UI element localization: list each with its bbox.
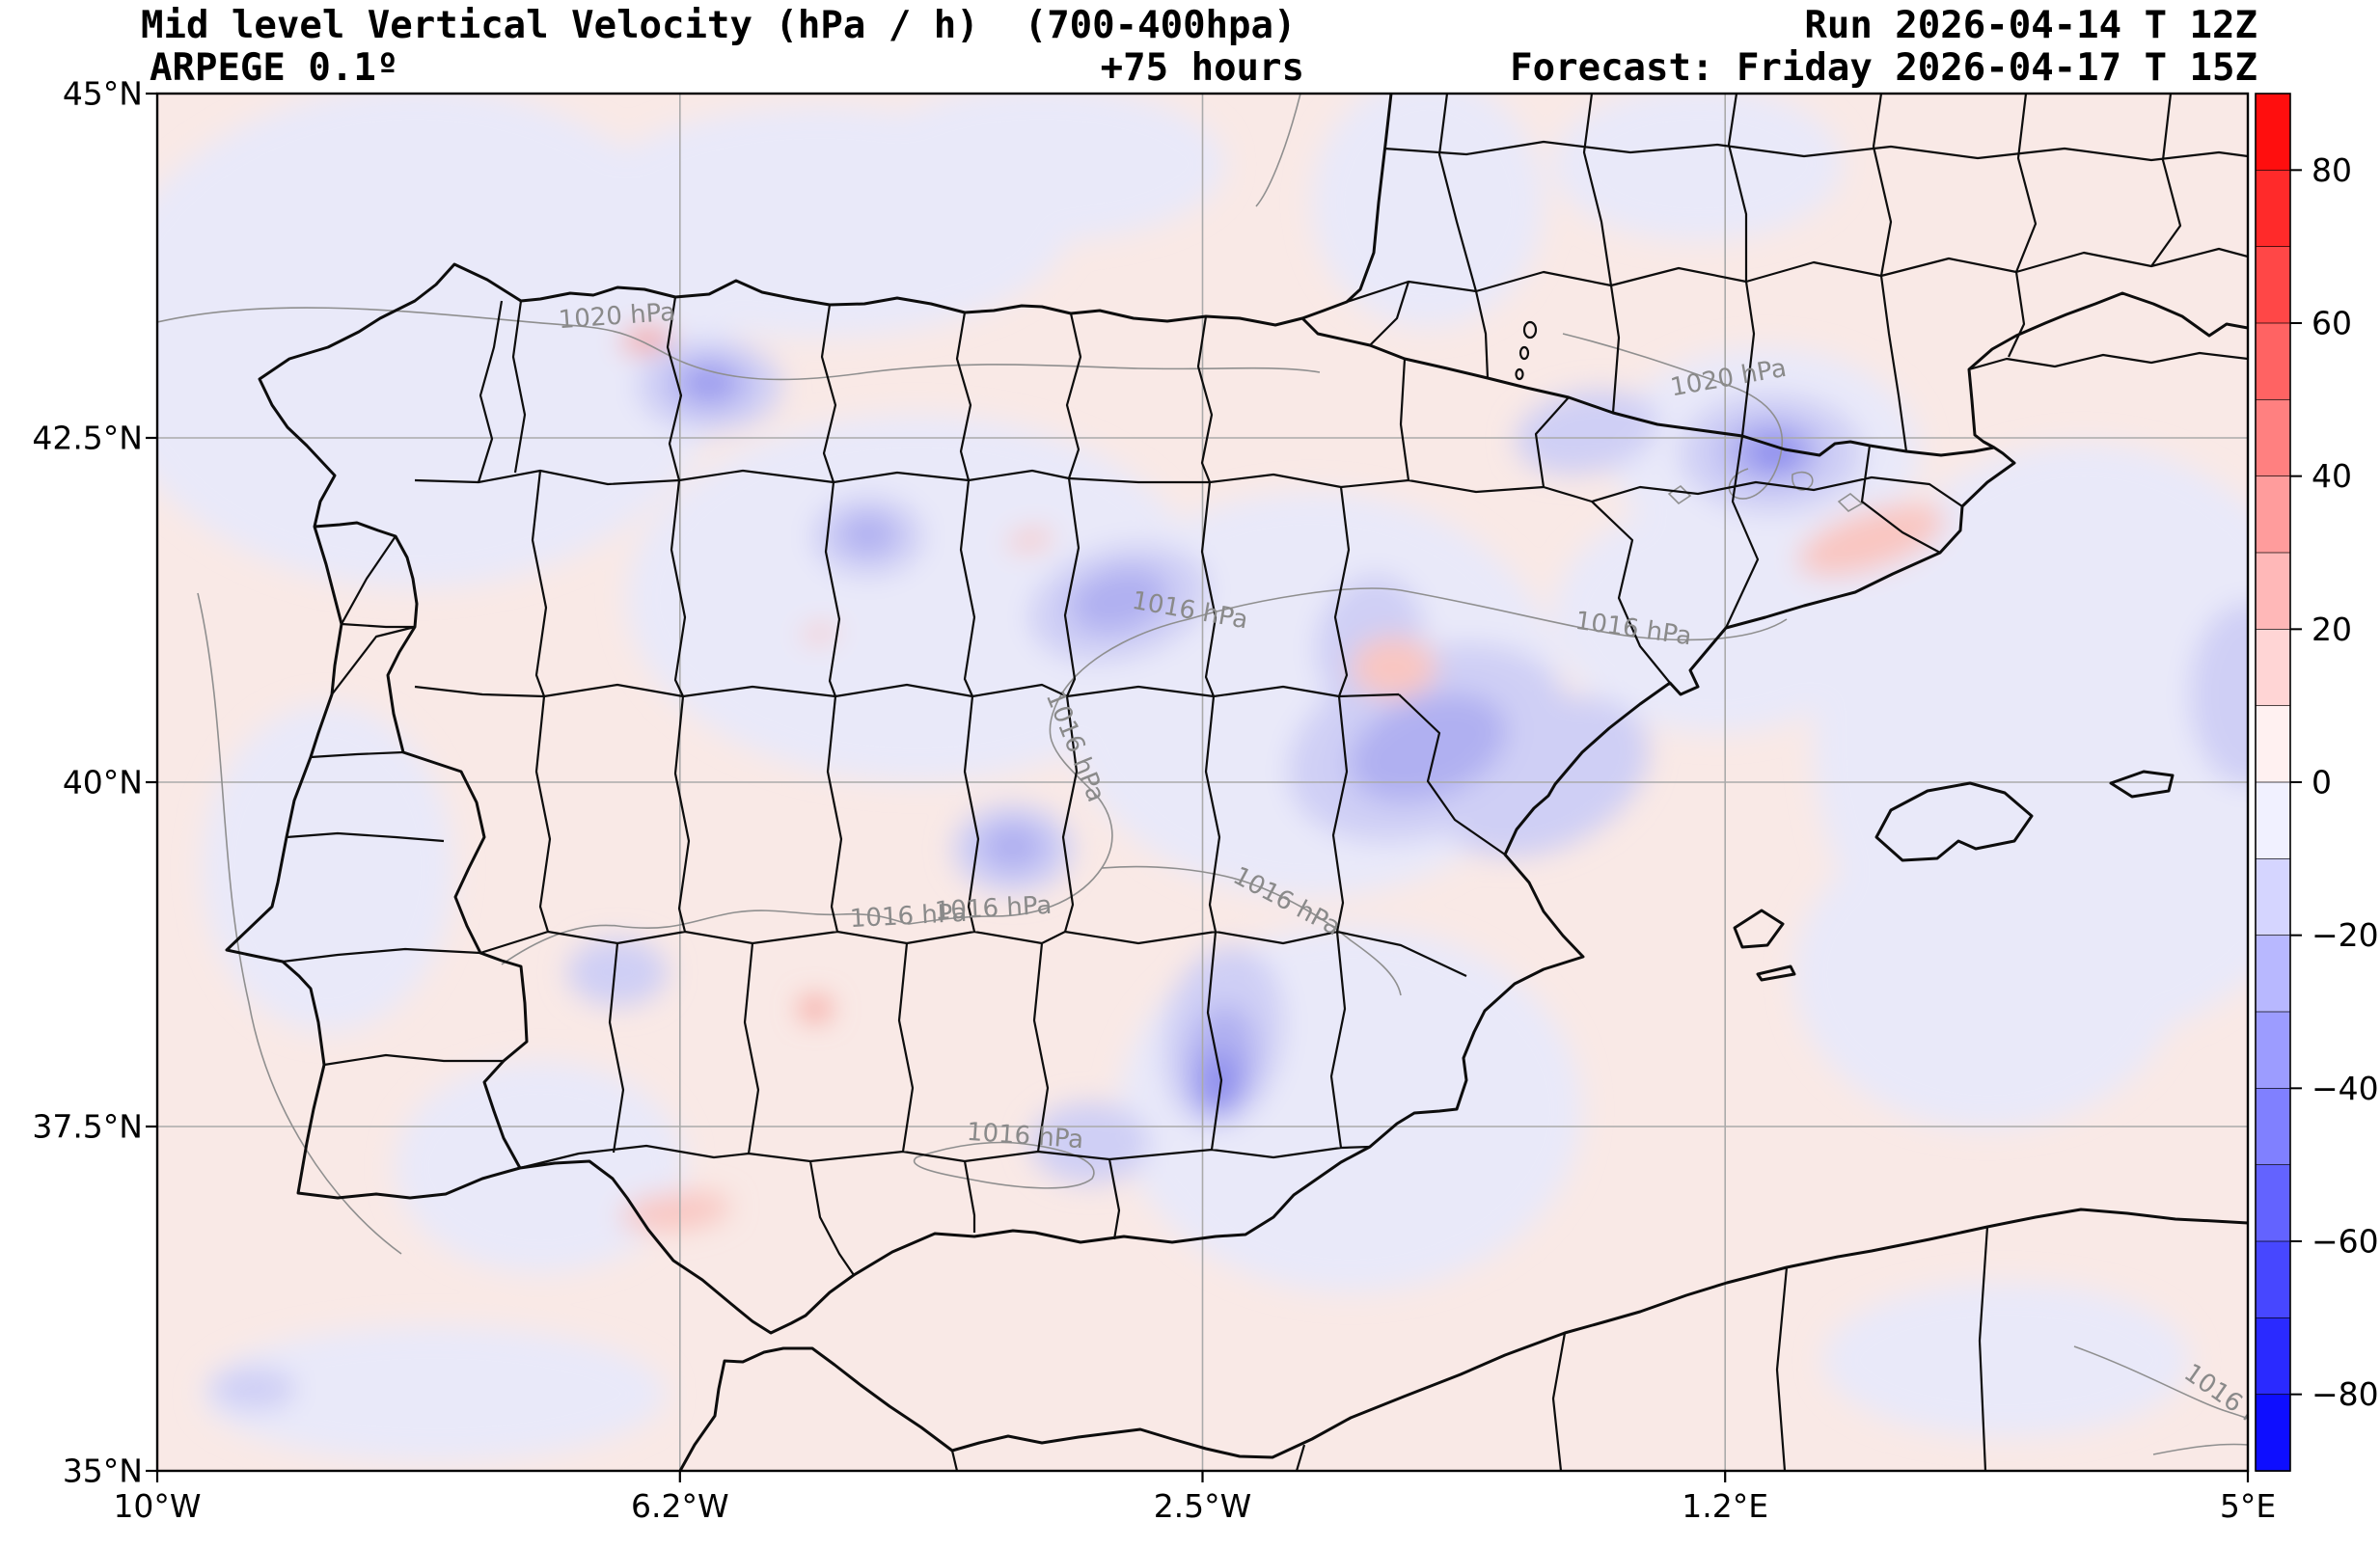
y-tick-45n: 45°N xyxy=(62,74,143,113)
forecast-label: Forecast: Friday 2026-04-17 T 15Z xyxy=(1510,46,2257,90)
colorbar-segment xyxy=(2255,781,2291,860)
isobar-label: 1016 hPa xyxy=(934,891,1053,926)
colorbar: 80 60 40 20 0 −20 −40 −60 −80 xyxy=(2255,93,2379,1472)
colorbar-tick-label: −20 xyxy=(2312,916,2379,954)
colorbar-segment xyxy=(2255,1011,2291,1090)
y-tick-37-5n: 37.5°N xyxy=(32,1107,143,1146)
shading-region xyxy=(1007,530,1053,551)
colorbar-tick-label: 0 xyxy=(2312,764,2332,801)
y-tick-42-5n: 42.5°N xyxy=(32,419,143,457)
colorbar-tick-label: 80 xyxy=(2312,151,2352,189)
run-label: Run 2026-04-14 T 12Z xyxy=(1804,4,2257,47)
shading-region xyxy=(203,1326,666,1461)
shading-region xyxy=(1823,1283,2190,1437)
province-borders xyxy=(282,296,1963,1276)
africa-coast xyxy=(678,1208,2248,1471)
shading-region xyxy=(210,1368,297,1410)
shading-region xyxy=(839,514,897,555)
portugal-spain-border xyxy=(314,521,529,1169)
axis-tick-marks xyxy=(146,92,2250,1482)
colorbar-segment xyxy=(2255,552,2291,631)
x-tick-6-2w: 6.2°W xyxy=(630,1487,729,1525)
colorbar-segment xyxy=(2255,93,2291,172)
colorbar-segment xyxy=(2255,705,2291,783)
graticule xyxy=(157,94,2248,1471)
colorbar-tick-label: 20 xyxy=(2312,611,2352,648)
shading-region xyxy=(799,997,832,1020)
colorbar-segment xyxy=(2255,857,2291,937)
shading-region xyxy=(1553,94,1843,241)
colorbar-tick-label: −60 xyxy=(2312,1223,2379,1261)
colorbar-segment xyxy=(2255,322,2291,401)
shading-region xyxy=(1755,454,1768,464)
shading-region xyxy=(801,625,839,642)
shading-region xyxy=(691,370,727,394)
y-tick-40n: 40°N xyxy=(62,763,143,801)
iberia-france-coast xyxy=(225,94,2248,1335)
x-tick-2-5w: 2.5°W xyxy=(1153,1487,1252,1525)
colorbar-segment xyxy=(2255,1087,2291,1166)
balearic-islands xyxy=(1733,770,2175,982)
isobar-label: 1016 hPa xyxy=(849,899,968,934)
coastline xyxy=(225,94,2248,1471)
x-tick-5e: 5°E xyxy=(2219,1487,2277,1525)
shading-region xyxy=(859,94,1225,241)
colorbar-segment xyxy=(2255,1317,2291,1396)
colorbar-segment xyxy=(2255,246,2291,324)
shading-region xyxy=(203,704,453,1032)
x-tick-10w: 10°W xyxy=(113,1487,202,1525)
africa-borders xyxy=(950,1226,1989,1471)
colorbar-segment xyxy=(2255,628,2291,707)
colorbar-segment xyxy=(2255,169,2291,248)
shading-region xyxy=(1196,1051,1243,1113)
colorbar-segment xyxy=(2255,935,2291,1013)
shading-region xyxy=(1794,820,2180,1128)
colorbar-segment xyxy=(2255,398,2291,477)
colorbar-segment xyxy=(2255,1240,2291,1319)
y-tick-35n: 35°N xyxy=(62,1452,143,1490)
shading-region xyxy=(1030,1102,1150,1183)
pyrenees-border xyxy=(1300,316,1995,457)
shading-region xyxy=(1070,567,1168,633)
colorbar-segment xyxy=(2255,1164,2291,1242)
x-tick-1-2e: 1.2°E xyxy=(1682,1487,1769,1525)
plot-frame xyxy=(146,92,2250,1482)
shading-region xyxy=(1312,94,1544,328)
shading-region xyxy=(1515,390,1659,475)
shading-region xyxy=(396,1061,685,1273)
shading-region xyxy=(1797,503,1946,577)
shading-region xyxy=(1352,637,1436,698)
shading-region xyxy=(1349,693,1507,802)
colorbar-segment xyxy=(2255,1394,2291,1472)
shading-region xyxy=(980,823,1046,871)
colorbar-segment xyxy=(2255,475,2291,554)
colorbar-tick-label: −80 xyxy=(2312,1375,2379,1413)
model-label: ARPEGE 0.1º xyxy=(150,46,399,90)
colorbar-tick-label: −40 xyxy=(2312,1070,2379,1107)
shading-region xyxy=(619,1192,731,1231)
chart-title: Mid level Vertical Velocity (hPa / h) (7… xyxy=(141,4,1297,47)
shading-region xyxy=(567,938,668,1006)
colorbar-tick-label: 40 xyxy=(2312,457,2352,495)
colorbar-tick-label: 60 xyxy=(2312,305,2352,342)
france-borders xyxy=(1346,94,2248,452)
shading-region xyxy=(2190,603,2248,786)
shading-region xyxy=(620,327,672,352)
lead-time-label: +75 hours xyxy=(1100,46,1304,90)
